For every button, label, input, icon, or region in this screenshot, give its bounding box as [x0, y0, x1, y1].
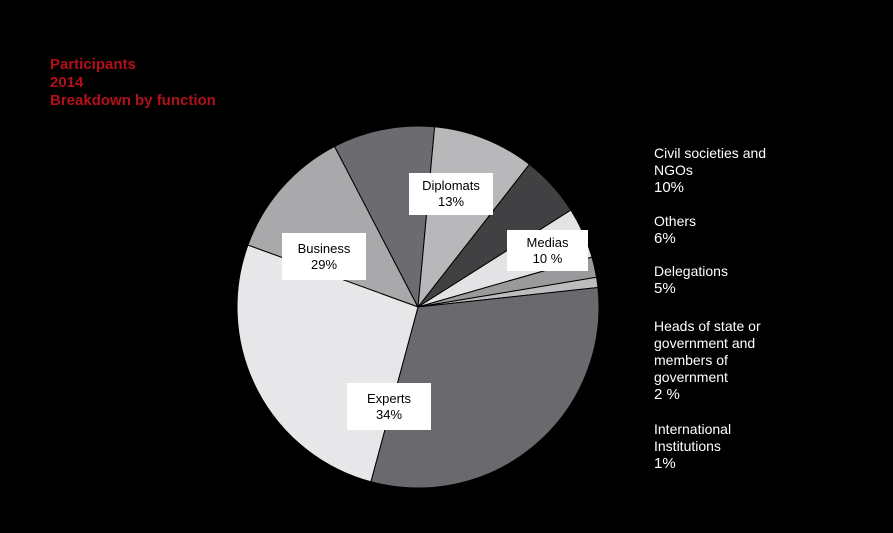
legend-label-line: Institutions	[654, 438, 721, 454]
pie-slice-medias	[333, 125, 436, 309]
legend-label-line: Delegations	[654, 263, 728, 279]
callout-diplomats: Diplomats 13%	[409, 173, 493, 215]
callout-medias: Medias 10 %	[507, 230, 588, 271]
legend-label-line: Heads of state or	[654, 318, 761, 334]
chart-title: Participants	[50, 56, 136, 73]
legend-civil-societies: Civil societies and NGOs 10%	[654, 145, 784, 197]
legend-label-line: government and	[654, 335, 756, 351]
callout-experts-value: 34%	[375, 406, 403, 422]
callout-business-label: Business	[297, 240, 351, 256]
legend-delegations: Delegations 5%	[654, 263, 784, 298]
chart-title-block: Participants 2014 Breakdown by function	[50, 56, 216, 110]
callout-medias-label: Medias	[526, 234, 569, 250]
legend-label-line: International	[654, 421, 732, 437]
legend-value: 1%	[654, 455, 676, 472]
legend-label-line: Others	[654, 213, 697, 229]
legend-others: Others 6%	[654, 213, 784, 248]
pie-slice-civil-societies-and-ngos	[417, 126, 531, 309]
legend-label-line: NGOs	[654, 162, 693, 178]
callout-medias-value: 10 %	[532, 250, 563, 266]
legend-label-line: government	[654, 369, 728, 385]
pie-slice-diplomats	[247, 145, 420, 308]
pie-slice-experts	[370, 286, 600, 489]
legend-value: 5%	[654, 280, 676, 297]
chart-subtitle-year: 2014	[50, 74, 84, 91]
callout-business: Business 29%	[282, 233, 366, 280]
callout-diplomats-label: Diplomats	[422, 178, 480, 193]
chart-subtitle: Breakdown by function	[50, 92, 216, 109]
legend-label-line: Civil societies and	[654, 145, 767, 161]
callout-business-value: 29%	[310, 256, 338, 272]
legend-international-institutions: International Institutions 1%	[654, 421, 784, 473]
legend-label-line: members of	[654, 352, 728, 368]
legend-value: 2 %	[654, 386, 680, 403]
legend-value: 6%	[654, 230, 676, 247]
legend-heads-of-state: Heads of state or government and members…	[654, 318, 784, 404]
callout-experts-label: Experts	[366, 390, 412, 406]
legend-value: 10%	[654, 179, 685, 196]
callout-diplomats-value: 13%	[437, 194, 465, 209]
callout-experts: Experts 34%	[347, 383, 431, 430]
